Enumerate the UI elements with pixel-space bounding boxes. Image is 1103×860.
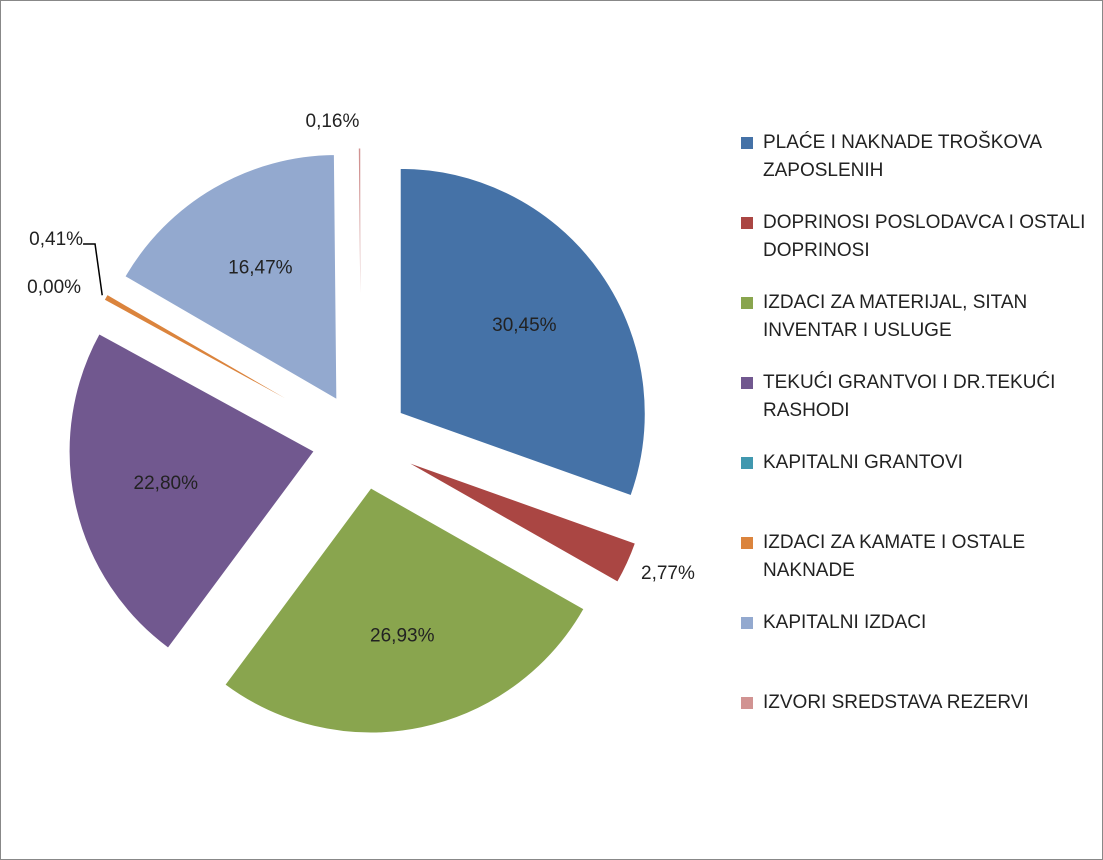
data-label: 26,93% [370,626,435,647]
legend-label: IZDACI ZA KAMATE I OSTALE NAKNADE [763,532,1026,581]
legend-label: PLAĆE I NAKNADE TROŠKOVA ZAPOSLENIH [763,132,1042,181]
pie-slice [224,487,585,734]
legend-item: TEKUĆI GRANTVOI I DR.TEKUĆI RASHODI [741,369,1091,449]
legend-item: IZDACI ZA KAMATE I OSTALE NAKNADE [741,529,1091,609]
data-label: 0,00% [27,277,81,298]
legend-swatch [741,617,753,629]
legend-swatch [741,697,753,709]
pie-slice [103,293,320,418]
legend-label: TEKUĆI GRANTVOI I DR.TEKUĆI RASHODI [763,372,1056,421]
pie-slice [404,460,637,583]
legend-label: DOPRINOSI POSLODAVCA I OSTALI DOPRINOSI [763,212,1086,261]
legend-item: DOPRINOSI POSLODAVCA I OSTALI DOPRINOSI [741,209,1091,289]
data-label: 22,80% [134,473,199,494]
legend-item: KAPITALNI IZDACI [741,609,1091,689]
data-label: 0,41% [29,229,83,250]
pie-slice [68,333,315,649]
pie-slice [357,147,362,394]
legend-label: IZVORI SREDSTAVA REZERVI [763,692,1029,713]
data-label: 2,77% [641,563,695,584]
legend-swatch [741,457,753,469]
data-label: 0,16% [306,111,360,132]
legend-swatch [741,377,753,389]
legend-label: KAPITALNI IZDACI [763,612,927,633]
legend-label: KAPITALNI GRANTOVI [763,452,963,473]
legend-item: PLAĆE I NAKNADE TROŠKOVA ZAPOSLENIH [741,129,1091,209]
data-label: 30,45% [492,315,557,336]
legend-item: IZVORI SREDSTAVA REZERVI [741,689,1091,769]
pie-slice [124,154,338,401]
legend-swatch [741,297,753,309]
legend-swatch [741,217,753,229]
leader-line [83,243,103,296]
pie-slice [399,167,646,497]
legend-item: KAPITALNI GRANTOVI [741,449,1091,529]
legend-item: IZDACI ZA MATERIJAL, SITAN INVENTAR I US… [741,289,1091,369]
legend: PLAĆE I NAKNADE TROŠKOVA ZAPOSLENIH DOPRI… [741,129,1091,769]
data-label: 16,47% [228,257,293,278]
legend-label: IZDACI ZA MATERIJAL, SITAN INVENTAR I US… [763,292,1028,341]
legend-swatch [741,537,753,549]
legend-swatch [741,137,753,149]
